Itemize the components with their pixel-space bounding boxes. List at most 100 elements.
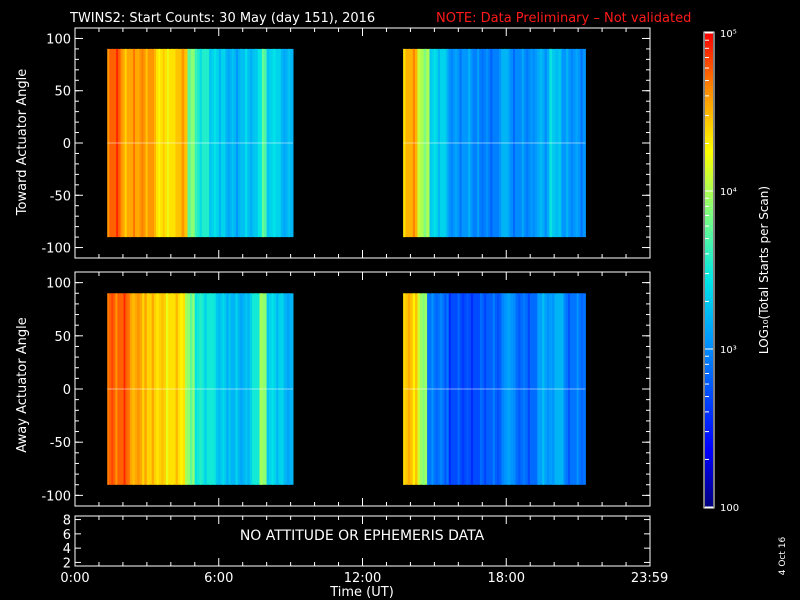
heatmap-stripe <box>422 293 425 485</box>
heatmap-stripe <box>281 293 284 485</box>
heatmap-stripe <box>563 293 566 485</box>
heatmap-stripe <box>209 48 212 238</box>
heatmap-stripe <box>132 293 135 485</box>
heatmap-stripe <box>481 48 484 238</box>
ylabel-middle: Away Actuator Angle <box>15 317 30 452</box>
heatmap-stripe <box>235 293 238 485</box>
heatmap-stripe <box>154 48 156 238</box>
heatmap-stripe <box>457 293 460 485</box>
heatmap-stripe <box>532 293 535 485</box>
colorbar: 10⁵ 10⁴ 10³ 100 <box>703 29 739 514</box>
heatmap-stripe <box>249 293 253 485</box>
heatmap-stripe <box>261 48 265 238</box>
y-tick-label: 100 <box>46 277 71 292</box>
y-tick-label: 6 <box>63 528 71 543</box>
heatmap-stripe <box>466 293 469 485</box>
heatmap-band <box>259 293 268 485</box>
heatmap-stripe <box>412 293 415 485</box>
heatmap-stripe <box>463 48 466 238</box>
heatmap-stripe <box>423 48 427 238</box>
x-tick-label: 23:59 <box>631 571 668 586</box>
y-tick-label: -50 <box>50 189 71 204</box>
heatmap-band <box>254 48 263 238</box>
heatmap-stripe <box>124 48 127 238</box>
heatmap-stripe <box>156 293 159 485</box>
heatmap-stripe <box>517 48 520 238</box>
heatmap-band <box>261 48 268 238</box>
heatmap-stripe <box>475 293 478 485</box>
no-data-message: NO ATTITUDE OR EPHEMERIS DATA <box>240 528 485 544</box>
heatmap-stripe <box>175 293 178 485</box>
heatmap-stripe <box>137 293 140 485</box>
heatmap-stripe <box>240 48 243 238</box>
heatmap-stripe <box>572 293 575 485</box>
heatmap-stripe <box>501 293 505 485</box>
heatmap-stripe <box>408 48 411 238</box>
x-tick-label: 0:00 <box>60 571 89 586</box>
heatmap-stripe <box>170 293 173 485</box>
heatmap-stripe <box>435 293 438 485</box>
heatmap-stripe <box>227 48 230 238</box>
y-tick-label: -100 <box>41 489 71 504</box>
heatmap-stripe <box>167 48 169 238</box>
heatmap-stripe <box>580 48 583 238</box>
heatmap-stripe <box>530 48 533 238</box>
heatmap-stripe <box>444 293 447 485</box>
heatmap-stripe <box>568 293 570 485</box>
heatmap-stripe <box>557 293 561 485</box>
heatmap-stripe <box>146 293 150 485</box>
heatmap-stripe <box>142 293 145 485</box>
heatmap-stripe <box>485 48 488 238</box>
heatmap-stripe <box>547 293 550 485</box>
y-tick-label: 50 <box>54 330 71 345</box>
y-tick-label: 50 <box>54 85 71 100</box>
heatmap-stripe <box>527 293 530 485</box>
heatmap-stripe <box>266 48 270 238</box>
heatmap-stripe <box>249 48 253 238</box>
heatmap-stripe <box>288 48 291 238</box>
heatmap-stripe <box>566 48 569 238</box>
heatmap-stripe <box>151 293 154 485</box>
heatmap-stripe <box>479 293 482 485</box>
heatmap-stripe <box>119 293 122 485</box>
heatmap-stripe <box>187 48 191 238</box>
heatmap-stripe <box>549 48 553 238</box>
heatmap-stripe <box>433 48 436 238</box>
heatmap-stripe <box>507 293 511 485</box>
colorbar-tick-label: 10⁵ <box>720 29 737 40</box>
heatmap-stripe <box>551 293 555 485</box>
date-stamp: 4 Oct 16 <box>778 536 788 575</box>
x-tick-label: 18:00 <box>488 571 525 586</box>
heatmap-stripe <box>149 48 152 238</box>
heatmap-stripe <box>171 48 174 238</box>
heatmap-stripe <box>438 48 440 238</box>
heatmap-stripe <box>417 48 421 238</box>
heatmap-stripe <box>199 48 202 238</box>
heatmap-stripe <box>141 48 144 238</box>
heatmap-stripe <box>484 293 487 485</box>
heatmap-stripe <box>561 48 564 238</box>
heatmap-stripe <box>245 48 248 238</box>
heatmap-stripe <box>127 293 130 485</box>
x-tick-label: 6:00 <box>204 571 233 586</box>
heatmap-stripe <box>490 48 493 238</box>
heatmap-stripe <box>278 48 281 238</box>
heatmap-stripe <box>111 293 114 485</box>
heatmap-stripe <box>120 48 123 238</box>
heatmap-stripe <box>145 48 148 238</box>
heatmap-stripe <box>133 48 135 238</box>
x-tick-label: 12:00 <box>344 571 381 586</box>
heatmap-stripe <box>166 293 169 485</box>
heatmap-stripe <box>440 293 442 485</box>
heatmap-stripe <box>226 293 229 485</box>
heatmap-stripe <box>429 48 432 238</box>
heatmap-stripe <box>448 293 451 485</box>
heatmap-stripe <box>107 48 110 238</box>
heatmap-stripe <box>111 48 114 238</box>
heatmap-stripe <box>523 293 526 485</box>
colorbar-tick-label: 10⁴ <box>720 187 737 198</box>
heatmap-stripe <box>194 48 197 238</box>
heatmap-stripe <box>271 293 274 485</box>
ylabel-top: Toward Actuator Angle <box>15 69 30 216</box>
